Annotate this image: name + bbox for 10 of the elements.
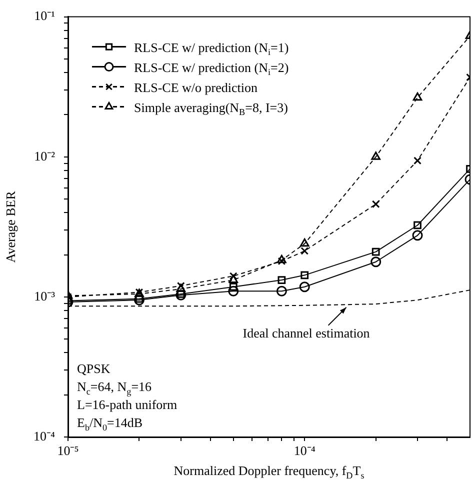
y-axis-title: Average BER xyxy=(3,190,18,263)
annotation: Ideal channel estimation xyxy=(242,325,370,340)
legend-label: RLS-CE w/o prediction xyxy=(134,80,258,95)
y-tick-label: 10⁻¹ xyxy=(34,8,56,24)
x-tick-label: 10⁻⁵ xyxy=(57,443,79,458)
y-tick-label: 10⁻⁴ xyxy=(33,428,56,444)
y-tick-label: 10⁻³ xyxy=(34,288,56,304)
annotation: QPSK xyxy=(77,361,111,376)
annotation: L=16-path uniform xyxy=(77,397,178,412)
y-tick-label: 10⁻² xyxy=(34,148,56,164)
